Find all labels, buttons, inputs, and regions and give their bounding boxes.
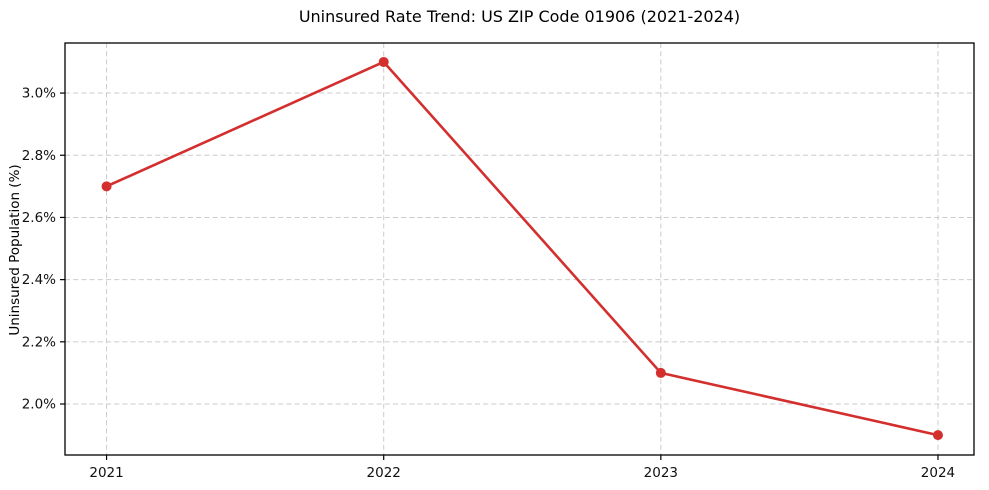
data-point-marker xyxy=(932,430,943,441)
plot-border xyxy=(64,42,975,456)
x-tick-label: 2024 xyxy=(921,465,955,481)
y-tick-label: 2.0% xyxy=(22,397,56,413)
data-point-marker xyxy=(655,367,666,378)
x-tick-label: 2023 xyxy=(644,465,678,481)
x-tick-label: 2021 xyxy=(89,465,123,481)
y-tick-label: 3.0% xyxy=(22,86,56,102)
y-tick-label: 2.4% xyxy=(22,272,56,288)
y-tick-label: 2.8% xyxy=(22,148,56,164)
data-point-marker xyxy=(101,181,112,192)
y-tick-label: 2.2% xyxy=(22,334,56,350)
data-point-marker xyxy=(378,56,389,67)
y-tick-label: 2.6% xyxy=(22,210,56,226)
trend-line xyxy=(105,60,940,437)
x-tick-label: 2022 xyxy=(367,465,401,481)
chart-title: Uninsured Rate Trend: US ZIP Code 01906 … xyxy=(298,7,741,26)
